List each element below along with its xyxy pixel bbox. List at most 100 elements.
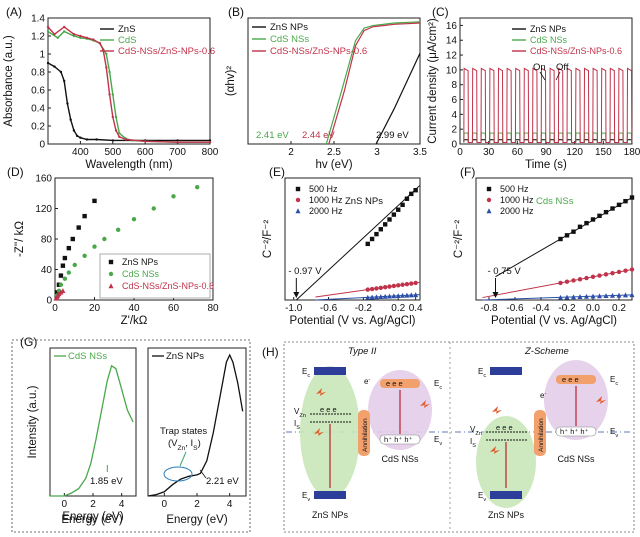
data-point: [387, 284, 392, 289]
y-tick-label: 12: [446, 51, 458, 62]
label-part: (V: [168, 438, 178, 449]
annihilation-block: [358, 410, 370, 456]
bandgap-annotation: 2.99 eV: [376, 130, 409, 141]
legend-label: CdS-NSs/ZnS-NPs-0.6: [122, 281, 214, 291]
legend-label: 1000 Hz: [309, 195, 343, 205]
data-point: [62, 25, 66, 29]
data-point: [374, 231, 379, 237]
x-tick-label: 0: [162, 499, 168, 510]
x-tick-label: 180: [624, 147, 640, 158]
legend-label: 500 Hz: [309, 184, 338, 194]
data-point: [369, 294, 375, 300]
legend-marker: [486, 208, 492, 214]
panel-label: (C): [432, 5, 449, 19]
label-part: c: [615, 381, 618, 387]
scheme-title: Z-Scheme: [524, 346, 569, 357]
intercept-label: - 0.75 V: [488, 266, 522, 277]
legend-label: CdS NSs: [270, 34, 309, 45]
data-point: [85, 36, 89, 39]
y-tick-label: 1: [39, 50, 45, 61]
data-point: [590, 217, 596, 222]
legend-label: CdS-NSs/ZnS-NPs-0.6: [270, 46, 367, 57]
plot-frame: [147, 347, 247, 497]
x-tick-label: 40: [128, 303, 140, 314]
is-label: IS: [470, 437, 476, 449]
x-axis-label: Wavelength (nm): [85, 159, 172, 171]
data-point: [597, 293, 602, 299]
legend-marker: [295, 186, 301, 192]
y-tick-label: 4: [451, 110, 457, 121]
label-part: v: [615, 433, 618, 439]
chart-D: 0 20 40 60 80 0 40 80 120 160 Z'/kΩ -Z''/ kΩ (D) ZnS …: [7, 165, 219, 327]
x-tick-label: 60: [512, 147, 524, 158]
data-point: [60, 288, 66, 294]
data-point: [413, 292, 419, 298]
y-tick-label: 1.2: [31, 32, 45, 43]
data-point: [629, 267, 635, 272]
x-tick-label: 150: [595, 147, 612, 158]
x-tick-label: 0.2: [391, 303, 405, 314]
legend-marker: [108, 271, 114, 277]
series-line: [47, 26, 210, 143]
data-point: [66, 102, 69, 105]
plot-frame: [284, 177, 421, 301]
label-part: -: [368, 377, 370, 383]
bandgap-annotation: 2.21 eV: [206, 476, 239, 487]
ev-label: Ev: [478, 491, 486, 503]
chart-G2: 0 2 4 ZnS NPs Trap states(VZn, IS) 2.21 eV: [147, 347, 247, 510]
off-annotation: Off: [556, 62, 569, 73]
data-point: [79, 34, 82, 38]
legend-label: ZnS NPs: [270, 22, 308, 33]
data-point: [92, 198, 97, 204]
legend-label: 2000 Hz: [309, 206, 343, 216]
legend-label: CdS-NSs/ZnS-NPs-0.6: [118, 46, 215, 57]
ev-label: Ev: [302, 491, 310, 503]
data-point: [79, 136, 82, 139]
label-part: S: [193, 445, 198, 452]
x-axis-label: Energy (eV): [62, 511, 124, 523]
data-point: [53, 33, 56, 36]
y-tick-label: 1.4: [31, 14, 45, 25]
light-icon: [316, 388, 326, 396]
data-point: [171, 194, 176, 199]
x-axis-label: Energy (eV): [61, 514, 123, 526]
on-annotation: On: [533, 62, 546, 73]
data-point: [629, 292, 635, 298]
y-tick-label: 120: [35, 204, 52, 215]
data-point: [382, 284, 388, 290]
cds-vb: [555, 426, 597, 437]
data-point: [610, 270, 615, 276]
data-point: [98, 42, 102, 45]
label-part: c: [307, 373, 310, 379]
data-point: [395, 293, 401, 299]
data-point: [404, 196, 410, 201]
trap-states-label: (VZn, IS): [168, 438, 201, 452]
cds-caption: CdS NSs: [381, 454, 419, 464]
y-tick-label: 16: [446, 21, 458, 32]
panel-label: (H): [262, 345, 279, 359]
label-part: c: [483, 373, 486, 379]
x-tick-label: 800: [202, 147, 219, 158]
legend-label: CdS NSs: [68, 351, 107, 362]
series-line: [325, 21, 421, 145]
series-title: Cds NSs: [536, 196, 574, 207]
data-point: [111, 115, 115, 119]
x-tick-label: 3: [374, 147, 380, 158]
x-tick-label: 120: [566, 147, 583, 158]
data-point: [176, 139, 179, 142]
data-point: [208, 141, 212, 144]
label-part: v: [307, 497, 310, 503]
legend-marker: [486, 186, 492, 192]
y-tick-label: 10: [446, 65, 458, 76]
zns-vb: [490, 491, 522, 499]
x-tick-label: 0.0: [586, 303, 600, 314]
data-point: [59, 70, 63, 74]
data-point: [623, 268, 628, 273]
data-point: [365, 294, 371, 300]
x-tick-label: 2.5: [327, 147, 341, 158]
data-point: [70, 236, 75, 242]
y-axis-label: -Z''/ kΩ: [14, 221, 26, 257]
panel-label: (G): [20, 335, 37, 349]
data-point: [616, 269, 622, 275]
data-point: [400, 202, 405, 208]
